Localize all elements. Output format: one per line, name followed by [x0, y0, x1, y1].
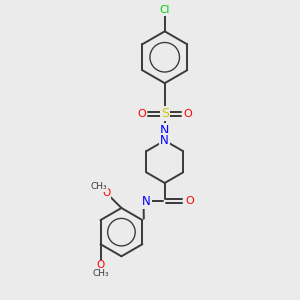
Text: O: O: [137, 109, 146, 119]
Text: O: O: [102, 188, 110, 198]
Text: CH₃: CH₃: [90, 182, 107, 191]
Text: N: N: [160, 124, 169, 137]
Text: H: H: [141, 196, 148, 206]
Text: CH₃: CH₃: [92, 269, 109, 278]
Text: S: S: [161, 107, 169, 120]
Text: O: O: [185, 196, 194, 206]
Text: O: O: [96, 260, 105, 270]
Text: N: N: [142, 195, 151, 208]
Text: O: O: [183, 109, 192, 119]
Text: N: N: [160, 134, 169, 147]
Text: Cl: Cl: [160, 5, 170, 15]
